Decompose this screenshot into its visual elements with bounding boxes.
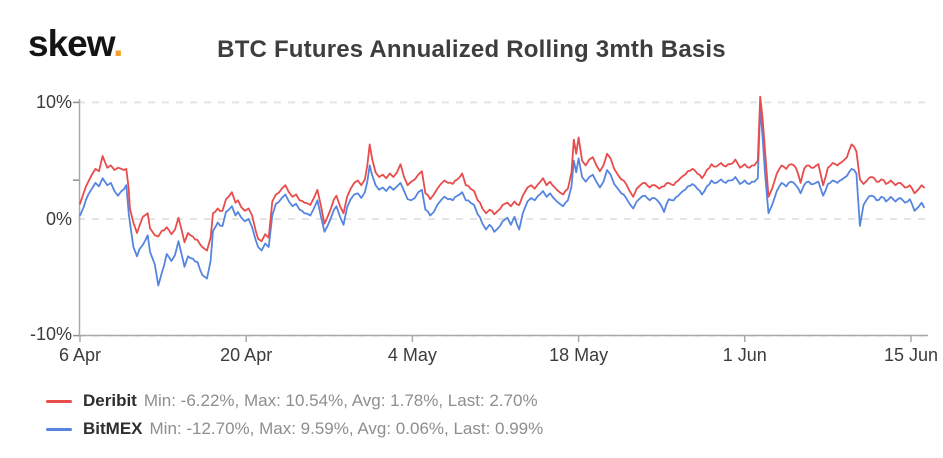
series-line-deribit bbox=[79, 95, 925, 252]
chart-legend: Deribit Min: -6.22%, Max: 10.54%, Avg: 1… bbox=[46, 387, 543, 443]
x-axis-label: 6 Apr bbox=[58, 345, 102, 365]
legend-swatch-deribit bbox=[46, 399, 72, 403]
y-axis-label: 10% bbox=[35, 92, 72, 113]
x-axis-label: 4 May bbox=[387, 345, 437, 365]
x-axis-label: 20 Apr bbox=[220, 345, 273, 365]
legend-series-stats: Min: -12.70%, Max: 9.59%, Avg: 0.06%, La… bbox=[149, 419, 544, 438]
legend-series-name: Deribit bbox=[83, 391, 137, 410]
legend-series-name: BitMEX bbox=[83, 419, 143, 438]
y-axis-label: 0% bbox=[45, 209, 72, 229]
legend-series-stats: Min: -6.22%, Max: 10.54%, Avg: 1.78%, La… bbox=[143, 391, 538, 410]
legend-swatch-bitmex bbox=[46, 427, 72, 431]
skew-logo-dot: . bbox=[113, 23, 123, 64]
page-title: BTC Futures Annualized Rolling 3mth Basi… bbox=[217, 36, 726, 63]
legend-item-bitmex[interactable]: BitMEX Min: -12.70%, Max: 9.59%, Avg: 0.… bbox=[46, 415, 543, 443]
x-axis-label: 15 Jun bbox=[883, 345, 938, 365]
x-axis-label: 18 May bbox=[549, 345, 609, 365]
legend-item-deribit[interactable]: Deribit Min: -6.22%, Max: 10.54%, Avg: 1… bbox=[46, 387, 543, 415]
y-axis-label: -10% bbox=[29, 323, 72, 344]
series-line-bitmex bbox=[79, 106, 925, 287]
skew-logo-text: skew bbox=[28, 23, 114, 64]
skew-logo: skew. bbox=[28, 23, 123, 64]
x-axis-label: 1 Jun bbox=[722, 345, 767, 365]
